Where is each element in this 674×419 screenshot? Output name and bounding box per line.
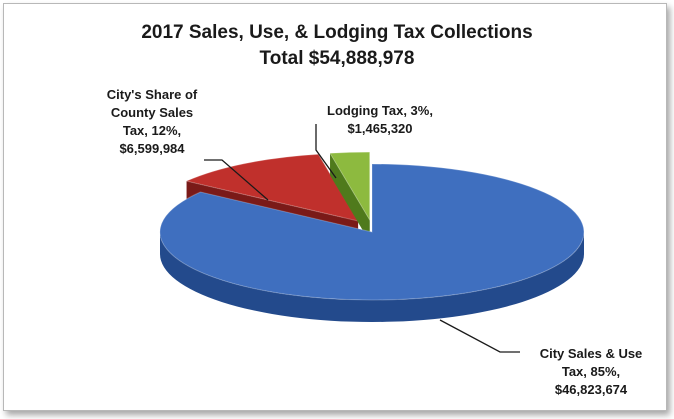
label-county-line-1: City's Share of [106, 87, 198, 102]
label-city-sales-line-3: $46,823,674 [554, 382, 628, 397]
label-county-line-2: County Sales [110, 105, 194, 120]
chart-subtitle: Total $54,888,978 [259, 48, 415, 69]
label-lodging-line-2: $1,465,320 [347, 121, 413, 136]
label-lodging-line-1: Lodging Tax, 3%, [327, 103, 433, 118]
slice-city-sales-top [159, 163, 585, 301]
leader-city-sales [439, 319, 520, 353]
label-city-sales: City Sales & Use Tax, 85%, $46,823,674 [526, 345, 656, 399]
leader-county [204, 159, 269, 201]
slice-county-top [184, 153, 360, 222]
slice-lodging-top [329, 151, 371, 222]
label-city-sales-line-1: City Sales & Use [539, 346, 643, 361]
chart-title: 2017 Sales, Use, & Lodging Tax Collectio… [141, 22, 533, 43]
label-city-sales-line-2: Tax, 85%, [561, 364, 621, 379]
label-county-line-4: $6,599,984 [119, 141, 185, 156]
slice-lodging-wall-1 [330, 153, 370, 243]
label-county-line-3: Tax, 12%, [122, 123, 182, 138]
label-lodging: Lodging Tax, 3%, $1,465,320 [315, 102, 445, 138]
slice-city-sales-rim [160, 232, 584, 322]
label-county: City's Share of County Sales Tax, 12%, $… [92, 86, 212, 158]
leader-lodging [315, 124, 337, 179]
